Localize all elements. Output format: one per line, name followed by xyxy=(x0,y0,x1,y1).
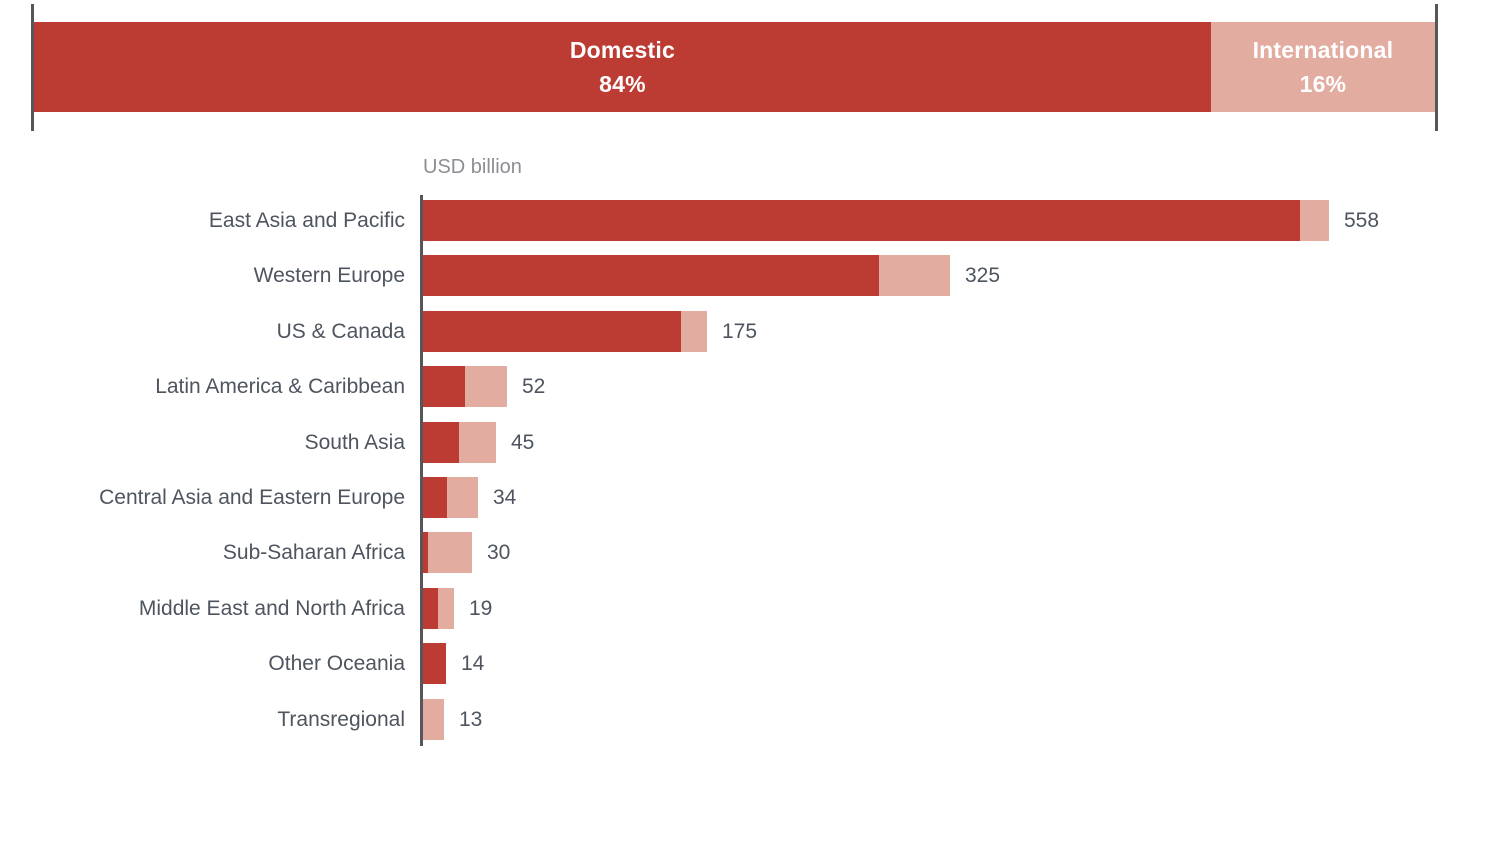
share-bar-left-tick xyxy=(31,4,34,131)
international-segment xyxy=(681,311,707,352)
share-bar: Domestic 84% International 16% xyxy=(34,22,1435,112)
stacked-bar xyxy=(423,643,446,684)
bar-row: US & Canada 175 xyxy=(0,311,1512,352)
bar-row: East Asia and Pacific 558 xyxy=(0,200,1512,241)
region-label: Transregional xyxy=(277,707,405,731)
bar-row: Sub-Saharan Africa 30 xyxy=(0,532,1512,573)
value-label: 19 xyxy=(469,596,493,620)
bar-row: Latin America & Caribbean 52 xyxy=(0,366,1512,407)
share-domestic-label: Domestic xyxy=(569,37,675,63)
international-segment xyxy=(428,532,472,573)
stacked-bar xyxy=(423,311,707,352)
international-segment xyxy=(423,699,444,740)
stacked-bar xyxy=(423,200,1329,241)
stacked-bar xyxy=(423,366,507,407)
stacked-bar xyxy=(423,255,950,296)
domestic-segment xyxy=(423,200,1300,241)
bar-row: Western Europe 325 xyxy=(0,255,1512,296)
domestic-segment xyxy=(423,477,447,518)
share-international-label: International xyxy=(1252,37,1394,63)
bar-row: Other Oceania 14 xyxy=(0,643,1512,684)
value-label: 558 xyxy=(1344,208,1380,232)
stacked-bar xyxy=(423,477,478,518)
axis-unit-label: USD billion xyxy=(423,156,522,178)
region-label: Central Asia and Eastern Europe xyxy=(99,485,405,509)
share-bar-right-tick xyxy=(1435,4,1438,131)
international-segment xyxy=(465,366,507,407)
domestic-segment xyxy=(423,643,446,684)
value-label: 14 xyxy=(461,651,485,675)
region-label: US & Canada xyxy=(276,319,405,343)
region-label: Latin America & Caribbean xyxy=(155,374,405,398)
stacked-bar xyxy=(423,532,472,573)
y-axis-line xyxy=(420,195,423,746)
region-label: Other Oceania xyxy=(268,651,405,675)
domestic-segment xyxy=(423,311,681,352)
international-segment xyxy=(879,255,950,296)
region-label: East Asia and Pacific xyxy=(208,208,405,232)
stacked-bar xyxy=(423,422,496,463)
share-segment-domestic: Domestic 84% xyxy=(34,22,1211,112)
stacked-bar xyxy=(423,588,454,629)
region-label: South Asia xyxy=(304,430,405,454)
international-segment xyxy=(459,422,496,463)
value-label: 175 xyxy=(722,319,758,343)
value-label: 30 xyxy=(487,540,511,564)
share-international-percent: 16% xyxy=(1299,71,1347,97)
value-label: 325 xyxy=(965,263,1001,287)
region-label: Western Europe xyxy=(253,263,405,287)
domestic-segment xyxy=(423,422,459,463)
share-domestic-percent: 84% xyxy=(599,71,646,97)
domestic-segment xyxy=(423,588,438,629)
international-segment xyxy=(447,477,478,518)
region-label: Sub-Saharan Africa xyxy=(222,540,405,564)
bar-row: Transregional 13 xyxy=(0,699,1512,740)
share-segment-international: International 16% xyxy=(1210,22,1435,112)
domestic-segment xyxy=(423,255,879,296)
stacked-bar xyxy=(423,699,444,740)
bar-row: South Asia 45 xyxy=(0,422,1512,463)
region-label: Middle East and North Africa xyxy=(138,596,405,620)
international-segment xyxy=(1300,200,1329,241)
domestic-segment xyxy=(423,532,428,573)
value-label: 34 xyxy=(493,485,517,509)
value-label: 45 xyxy=(511,430,535,454)
value-label: 13 xyxy=(459,707,483,731)
international-segment xyxy=(438,588,454,629)
value-label: 52 xyxy=(522,374,546,398)
bar-row: Central Asia and Eastern Europe 34 xyxy=(0,477,1512,518)
domestic-segment xyxy=(423,366,465,407)
bar-row: Middle East and North Africa 19 xyxy=(0,588,1512,629)
